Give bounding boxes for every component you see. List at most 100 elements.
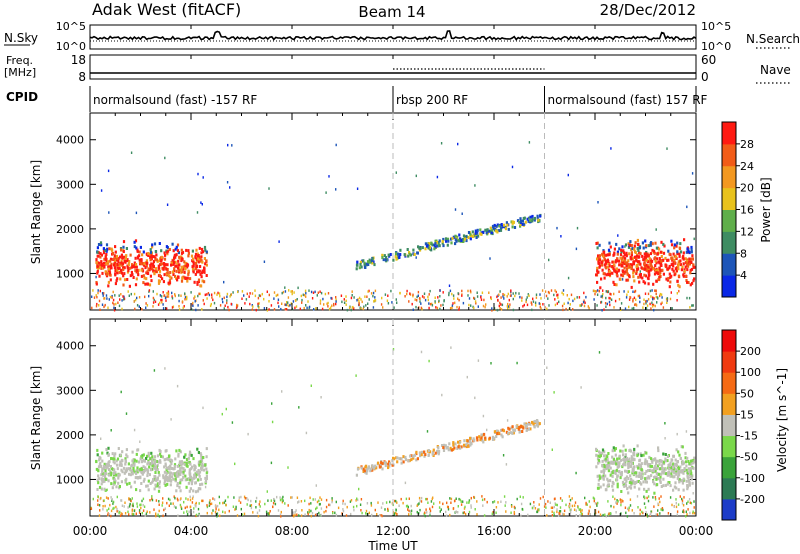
range-cell — [108, 211, 110, 214]
range-cell — [134, 263, 138, 266]
range-cell — [266, 290, 268, 293]
range-cell — [229, 295, 231, 298]
range-cell — [169, 465, 172, 469]
range-cell — [316, 294, 318, 297]
range-cell — [684, 265, 687, 269]
range-cell — [687, 460, 690, 463]
range-cell — [161, 455, 164, 459]
range-cell — [528, 216, 530, 220]
range-cell — [158, 482, 161, 485]
range-cell — [188, 471, 191, 475]
range-cell — [673, 505, 675, 508]
range-cell — [98, 458, 101, 462]
range-cell — [164, 507, 166, 510]
range-cell — [101, 271, 104, 275]
range-cell — [633, 485, 636, 489]
range-cell — [538, 302, 540, 305]
range-cell — [134, 298, 137, 302]
range-cell — [331, 297, 333, 300]
range-cell — [178, 485, 181, 489]
range-cell — [679, 495, 681, 498]
range-cell — [502, 454, 505, 457]
range-cell — [171, 242, 174, 246]
range-cell — [193, 507, 195, 510]
range-cell — [310, 514, 312, 518]
range-cell — [155, 460, 159, 463]
colorbar-swatch — [722, 187, 736, 210]
range-cell — [600, 470, 603, 474]
range-cell — [176, 278, 179, 282]
range-cell — [660, 464, 664, 468]
range-cell — [377, 501, 379, 504]
range-cell — [657, 477, 660, 481]
range-cell — [123, 298, 125, 301]
range-cell — [597, 270, 600, 274]
range-cell — [103, 297, 105, 300]
range-cell — [180, 255, 183, 259]
range-cell — [106, 297, 108, 300]
range-cell — [600, 300, 603, 304]
range-cell — [662, 242, 665, 246]
range-cell — [363, 265, 367, 269]
range-cell — [137, 273, 140, 277]
range-cell — [653, 308, 655, 312]
range-cell — [196, 447, 199, 451]
range-cell — [212, 509, 214, 512]
range-cell — [247, 498, 249, 502]
range-cell — [359, 503, 362, 506]
range-cell — [662, 477, 665, 481]
range-cell — [427, 246, 430, 250]
range-cell — [130, 292, 132, 296]
range-cell — [406, 504, 409, 508]
range-cell — [335, 513, 338, 517]
range-cell — [433, 247, 436, 251]
range-cell — [690, 471, 693, 475]
range-cell — [100, 473, 103, 477]
range-cell — [105, 262, 108, 266]
range-cell — [106, 509, 108, 512]
range-cell — [98, 504, 101, 507]
range-cell — [581, 509, 583, 512]
range-cell — [693, 500, 695, 503]
range-cell — [673, 260, 676, 264]
range-cell — [226, 301, 228, 305]
range-cell — [606, 253, 609, 257]
range-cell — [602, 513, 604, 517]
range-cell — [128, 497, 130, 500]
range-cell — [604, 459, 608, 463]
range-cell — [277, 293, 279, 297]
range-cell — [639, 508, 641, 512]
y-tick-label: 4000 — [56, 340, 84, 353]
range-cell — [630, 477, 633, 481]
range-cell — [493, 500, 496, 503]
range-cell — [675, 501, 677, 505]
range-cell — [300, 294, 302, 298]
range-cell — [358, 487, 360, 491]
range-cell — [105, 253, 108, 256]
range-cell — [178, 255, 181, 259]
range-cell — [276, 495, 278, 499]
range-cell — [113, 309, 116, 312]
range-cell — [600, 451, 604, 455]
range-cell — [506, 419, 509, 422]
velocity-colorbar-label: Velocity [m s^-1] — [775, 368, 789, 472]
range-cell — [145, 302, 147, 305]
range-cell — [561, 499, 563, 502]
colorbar-tick-label: -100 — [740, 472, 765, 485]
range-cell — [142, 497, 145, 501]
range-cell — [466, 441, 469, 445]
range-cell — [106, 465, 109, 469]
range-cell — [251, 304, 253, 307]
range-cell — [637, 243, 640, 246]
range-cell — [468, 510, 471, 514]
range-cell — [95, 261, 98, 265]
range-cell — [519, 495, 521, 498]
range-cell — [637, 261, 640, 265]
range-cell — [134, 470, 137, 474]
range-cell — [135, 472, 138, 476]
range-cell — [568, 505, 570, 508]
range-cell — [162, 291, 164, 294]
range-cell — [634, 303, 636, 306]
range-cell — [548, 291, 550, 295]
range-cell — [175, 245, 178, 249]
